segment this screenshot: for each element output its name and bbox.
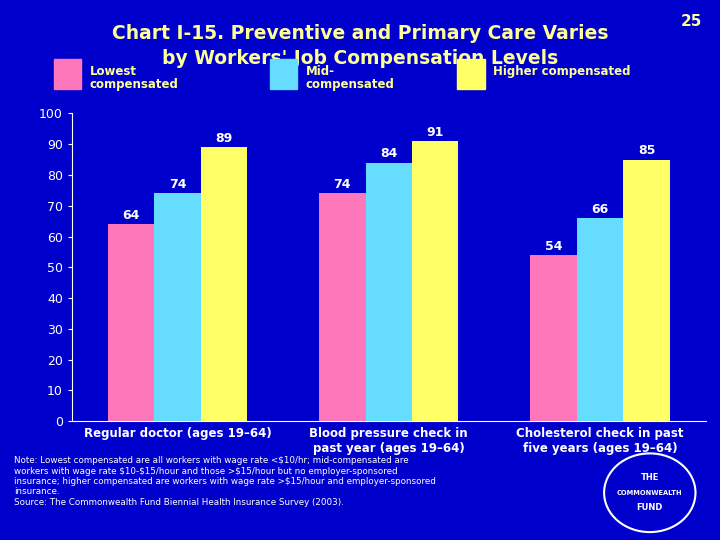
Bar <box>412 141 459 421</box>
Text: Mid-: Mid- <box>306 65 335 78</box>
Text: 91: 91 <box>426 126 444 139</box>
Text: compensated: compensated <box>90 78 179 91</box>
Bar <box>154 193 201 421</box>
Text: 54: 54 <box>545 240 562 253</box>
Text: COMMONWEALTH: COMMONWEALTH <box>617 490 683 496</box>
Text: 25: 25 <box>680 14 702 29</box>
Text: 74: 74 <box>333 178 351 191</box>
Bar <box>577 218 624 421</box>
Text: 64: 64 <box>122 209 140 222</box>
Bar <box>319 193 366 421</box>
Text: 85: 85 <box>638 144 655 157</box>
Text: Chart I-15. Preventive and Primary Care Varies: Chart I-15. Preventive and Primary Care … <box>112 24 608 43</box>
Text: 66: 66 <box>591 202 608 215</box>
Bar <box>201 147 247 421</box>
Bar <box>531 255 577 421</box>
Bar <box>366 163 412 421</box>
Text: FUND: FUND <box>636 503 663 512</box>
Text: Higher compensated: Higher compensated <box>493 65 631 78</box>
Text: by Workers' Job Compensation Levels: by Workers' Job Compensation Levels <box>162 49 558 68</box>
Bar <box>108 224 154 421</box>
Text: 84: 84 <box>380 147 397 160</box>
Text: compensated: compensated <box>306 78 395 91</box>
Text: Lowest: Lowest <box>90 65 137 78</box>
Text: THE: THE <box>641 473 659 482</box>
Text: 89: 89 <box>215 132 233 145</box>
Text: 74: 74 <box>169 178 186 191</box>
Bar <box>624 160 670 421</box>
Text: Note: Lowest compensated are all workers with wage rate <$10/hr; mid-compensated: Note: Lowest compensated are all workers… <box>14 456 436 507</box>
